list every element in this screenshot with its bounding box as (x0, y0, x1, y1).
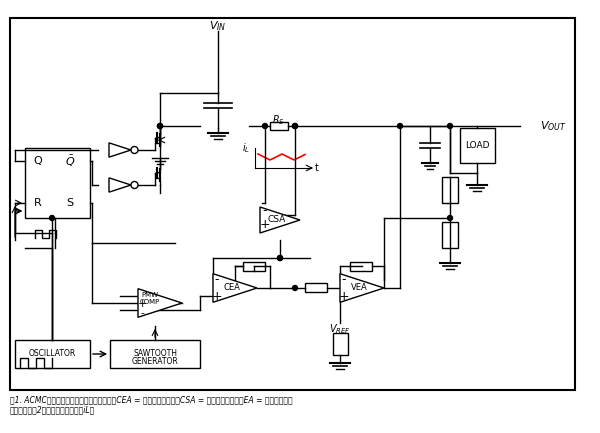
Text: 图1. ACMC降压转换器的功能框图。框图中，CEA = 电流误差放大器，CSA = 电流检测放大器，EA = 电压误差放大: 图1. ACMC降压转换器的功能框图。框图中，CEA = 电流误差放大器，CSA… (10, 395, 293, 404)
Text: -: - (342, 274, 346, 287)
Circle shape (448, 123, 452, 129)
Circle shape (293, 123, 298, 129)
Text: OSCILLATOR: OSCILLATOR (28, 349, 76, 359)
Text: +: + (212, 290, 223, 303)
Circle shape (131, 146, 138, 154)
Polygon shape (260, 207, 300, 233)
Polygon shape (109, 143, 131, 157)
Circle shape (263, 123, 268, 129)
Text: PMW: PMW (142, 292, 158, 298)
Text: S: S (67, 198, 74, 208)
Text: GENERATOR: GENERATOR (131, 358, 178, 366)
Circle shape (131, 181, 138, 188)
Polygon shape (340, 274, 384, 302)
Text: LOAD: LOAD (465, 142, 489, 151)
FancyBboxPatch shape (460, 128, 495, 163)
Text: $V_{IN}$: $V_{IN}$ (209, 19, 227, 33)
Circle shape (157, 123, 163, 129)
Text: -: - (263, 204, 267, 217)
Text: VEA: VEA (350, 284, 367, 293)
Circle shape (277, 255, 283, 261)
Text: CSA: CSA (268, 216, 286, 224)
Text: CEA: CEA (224, 284, 241, 293)
Circle shape (157, 123, 163, 129)
Circle shape (277, 255, 283, 261)
Text: $i_L$: $i_L$ (242, 141, 250, 155)
Text: $R_S$: $R_S$ (272, 113, 284, 127)
Circle shape (293, 285, 298, 291)
Text: -: - (140, 308, 144, 318)
Circle shape (293, 123, 298, 129)
Text: +: + (260, 219, 271, 232)
FancyBboxPatch shape (333, 333, 348, 355)
Text: Q: Q (34, 156, 43, 166)
FancyBboxPatch shape (442, 177, 458, 203)
FancyBboxPatch shape (350, 262, 372, 271)
Circle shape (398, 123, 403, 129)
FancyBboxPatch shape (243, 262, 265, 271)
Text: t: t (315, 163, 319, 173)
FancyBboxPatch shape (25, 148, 90, 218)
FancyBboxPatch shape (270, 122, 288, 130)
Polygon shape (213, 274, 257, 302)
FancyBboxPatch shape (10, 18, 575, 390)
Polygon shape (138, 289, 182, 317)
Text: R: R (34, 198, 42, 208)
Text: COMP: COMP (140, 299, 160, 305)
FancyBboxPatch shape (442, 222, 458, 248)
Text: -: - (215, 274, 219, 287)
FancyBboxPatch shape (305, 283, 327, 292)
Polygon shape (109, 178, 131, 192)
Text: $\bar{Q}$: $\bar{Q}$ (65, 153, 75, 168)
Text: SAWTOOTH: SAWTOOTH (133, 349, 177, 359)
FancyBboxPatch shape (110, 340, 200, 368)
Circle shape (448, 216, 452, 220)
Text: $V_{REF}$: $V_{REF}$ (329, 322, 351, 336)
Text: 器。下文和图2讨论了电感电流信号iL。: 器。下文和图2讨论了电感电流信号iL。 (10, 405, 95, 414)
FancyBboxPatch shape (15, 340, 90, 368)
Text: +: + (338, 290, 349, 303)
Circle shape (49, 216, 55, 220)
Text: +: + (137, 299, 146, 309)
Text: $V_{OUT}$: $V_{OUT}$ (540, 119, 566, 133)
